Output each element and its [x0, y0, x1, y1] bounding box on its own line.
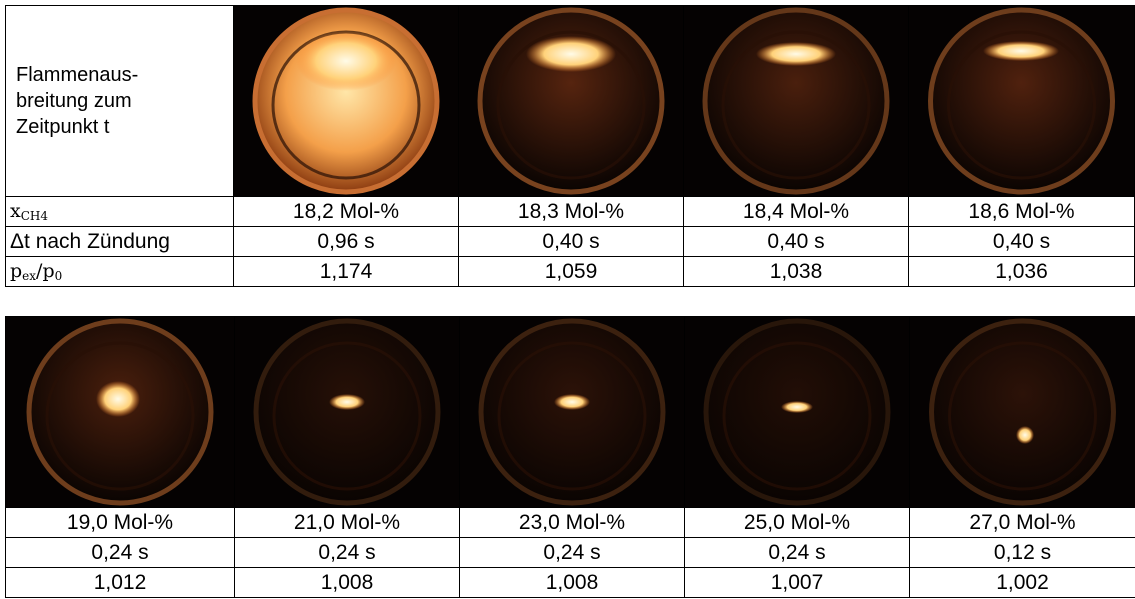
value-cell: 23,0 Mol-%	[459, 507, 685, 538]
flame-photo	[6, 317, 234, 507]
flame-photo	[460, 317, 684, 507]
value-cell: 0,24 s	[5, 537, 235, 568]
image-cell	[5, 316, 235, 508]
row-label: xCH4	[5, 196, 234, 227]
value-cell: 1,008	[234, 567, 460, 598]
value-cell: 1,174	[233, 256, 459, 287]
label-part: /p	[36, 260, 55, 282]
value-cell: 21,0 Mol-%	[234, 507, 460, 538]
value-cell: 1,036	[908, 256, 1135, 287]
image-cell	[458, 5, 684, 197]
data-row: Δt nach Zündung 0,96 s 0,40 s 0,40 s 0,40 s	[5, 226, 1135, 257]
value-cell: 1,002	[909, 567, 1135, 598]
value-cell: 1,008	[459, 567, 685, 598]
value-cell: 0,24 s	[234, 537, 460, 568]
label-part: p	[10, 260, 23, 282]
row-label: Δt nach Zündung	[5, 226, 234, 257]
top-table: Flammenaus-breitung zum Zeitpunkt t xCH4 1…	[5, 5, 1135, 287]
flame-photo	[909, 6, 1134, 196]
data-row: 0,24 s 0,24 s 0,24 s 0,24 s 0,12 s	[5, 537, 1135, 568]
value-cell: 25,0 Mol-%	[684, 507, 910, 538]
data-row: 1,012 1,008 1,008 1,007 1,002	[5, 567, 1135, 598]
image-row	[5, 316, 1135, 508]
value-cell: 0,40 s	[683, 226, 909, 257]
image-cell	[684, 316, 910, 508]
value-cell: 1,012	[5, 567, 235, 598]
data-row: xCH4 18,2 Mol-% 18,3 Mol-% 18,4 Mol-% 18,6 M…	[5, 196, 1135, 227]
header-line: breitung zum	[16, 90, 132, 112]
label-part: Δt nach Zündung	[10, 229, 170, 253]
value-cell: 0,12 s	[909, 537, 1135, 568]
flame-photo	[685, 317, 909, 507]
label-part: x	[10, 200, 21, 222]
value-cell: 0,24 s	[684, 537, 910, 568]
value-cell: 0,24 s	[459, 537, 685, 568]
image-cell	[459, 316, 685, 508]
header-line: Flammenaus-	[16, 64, 139, 86]
value-cell: 19,0 Mol-%	[5, 507, 235, 538]
value-cell: 18,6 Mol-%	[908, 196, 1135, 227]
label-part: ex	[22, 269, 37, 283]
image-cell	[233, 5, 459, 197]
image-cell	[234, 316, 460, 508]
flame-photo	[235, 317, 459, 507]
value-cell: 0,40 s	[908, 226, 1135, 257]
value-cell: 0,40 s	[458, 226, 684, 257]
row-label: pex/p0	[5, 256, 234, 287]
image-cell	[909, 316, 1135, 508]
image-row: Flammenaus-breitung zum Zeitpunkt t	[5, 5, 1135, 197]
value-cell: 1,007	[684, 567, 910, 598]
image-cell	[908, 5, 1135, 197]
header-line: Zeitpunkt t	[16, 116, 110, 138]
data-row: pex/p0 1,174 1,059 1,038 1,036	[5, 256, 1135, 287]
value-cell: 27,0 Mol-%	[909, 507, 1135, 538]
image-cell	[683, 5, 909, 197]
label-part: 0	[54, 269, 63, 283]
value-cell: 18,3 Mol-%	[458, 196, 684, 227]
header-cell: Flammenaus-breitung zum Zeitpunkt t	[5, 5, 234, 197]
flame-photo	[684, 6, 908, 196]
flame-photo	[459, 6, 683, 196]
value-cell: 18,2 Mol-%	[233, 196, 459, 227]
value-cell: 0,96 s	[233, 226, 459, 257]
value-cell: 1,038	[683, 256, 909, 287]
flame-photo	[234, 6, 458, 196]
value-cell: 18,4 Mol-%	[683, 196, 909, 227]
bottom-table: 19,0 Mol-% 21,0 Mol-% 23,0 Mol-% 25,0 Mol-%…	[5, 316, 1135, 598]
data-row: 19,0 Mol-% 21,0 Mol-% 23,0 Mol-% 25,0 Mol-%…	[5, 507, 1135, 538]
value-cell: 1,059	[458, 256, 684, 287]
flame-photo	[910, 317, 1135, 507]
label-part: CH4	[20, 209, 48, 223]
